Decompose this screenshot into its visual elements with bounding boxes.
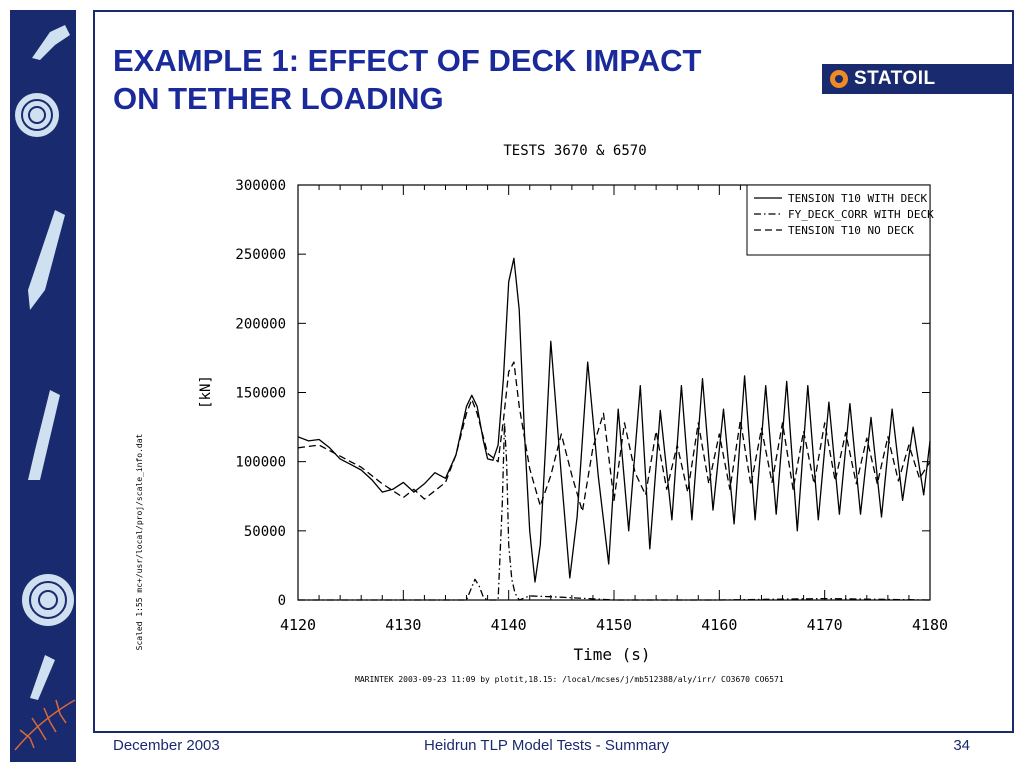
statoil-flame-icon [830,70,848,88]
x-tick-label: 4120 [280,616,316,634]
legend-box [746,184,931,256]
slide-title-line-1: EXAMPLE 1: EFFECT OF DECK IMPACT [113,43,702,78]
y-tick-label: 50000 [244,524,286,540]
footer-title: Heidrun TLP Model Tests - Summary [424,737,670,754]
y-tick-label: 200000 [235,316,286,332]
footer-date: December 2003 [113,737,220,754]
x-tick-label: 4160 [701,616,737,634]
x-tick-label: 4150 [596,616,632,634]
page-number: 34 [953,737,970,754]
chart-legend: TENSION T10 WITH DECK FY_DECK_CORR WITH D… [746,184,934,256]
marintek-footer-note: MARINTEK 2003-09-23 11:09 by plotit,18.1… [355,675,784,684]
series-line-3 [297,361,931,513]
y-tick-label: 250000 [235,247,286,263]
scale-side-note: Scaled 1:55 mc+/usr/local/proj/scale_inf… [135,433,144,650]
x-tick-label: 4170 [807,616,843,634]
slide-title-line-2: ON TETHER LOADING [113,81,444,116]
y-tick-label: 150000 [235,386,286,402]
y-axis-label: [kN] [198,375,214,409]
series-line-2 [298,422,931,601]
y-tick-label: 300000 [235,178,286,194]
series-line-1 [297,257,931,583]
legend-label-1: TENSION T10 WITH DECK [788,192,927,205]
y-tick-label: 100000 [235,455,286,471]
tension-chart: TESTS 3670 & 6570 0 50000 100000 150000 2000… [135,143,948,684]
y-tick-label: 0 [278,593,286,609]
x-tick-label: 4130 [385,616,421,634]
statoil-logo-text: STATOIL [854,68,936,89]
legend-label-3: TENSION T10 NO DECK [788,224,914,237]
x-tick-label: 4180 [912,616,948,634]
statoil-logo: STATOIL [822,64,1014,94]
chart-title: TESTS 3670 & 6570 [503,143,646,159]
slide-frame [93,10,1014,733]
sidebar-banner [10,10,76,762]
x-axis-label: Time (s) [573,645,650,664]
x-tick-label: 4140 [491,616,527,634]
legend-label-2: FY_DECK_CORR WITH DECK [788,208,934,221]
shell-fossil-decoration [14,25,76,751]
slide-title: EXAMPLE 1: EFFECT OF DECK IMPACT ON TETH… [113,42,701,118]
